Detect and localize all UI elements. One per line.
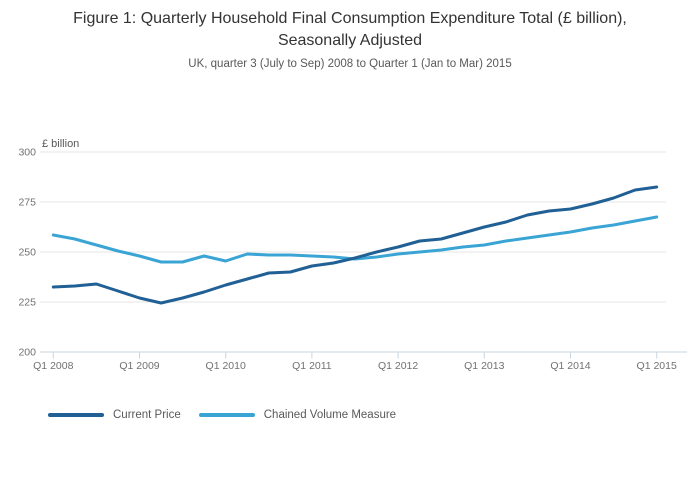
legend-item-chained-volume: Chained Volume Measure [198, 409, 397, 421]
y-axis-tick-label: 200 [18, 347, 36, 359]
x-axis-tick-label: Q1 2014 [550, 360, 590, 372]
x-axis-tick-label: Q1 2015 [637, 360, 677, 372]
chart-title: Figure 1: Quarterly Household Final Cons… [73, 10, 627, 49]
y-axis-tick-label: 225 [18, 297, 36, 309]
chart-legend: Current Price Chained Volume Measure [48, 409, 396, 421]
y-axis-unit-label: £ billion [42, 138, 79, 150]
x-axis-tick-label: Q1 2009 [119, 360, 159, 372]
legend-label-chained-volume: Chained Volume Measure [263, 409, 397, 421]
x-axis-tick-label: Q1 2010 [206, 360, 246, 372]
x-axis-tick-label: Q1 2012 [378, 360, 418, 372]
y-axis-tick-label: 250 [18, 247, 36, 259]
chart-subtitle: UK, quarter 3 (July to Sep) 2008 to Quar… [188, 58, 512, 70]
legend-item-current-price: Current Price [48, 409, 181, 421]
line-chart: 200 225 250 275 300 £ billion Q1 2008 Q1 2009 Q1… [18, 138, 687, 372]
chart-line-current-price [51, 185, 659, 305]
legend-swatch-current-price [48, 413, 104, 417]
chart-line-chained-volume-measure [51, 215, 659, 264]
legend-label-current-price: Current Price [113, 409, 181, 421]
x-axis-tick-label: Q1 2011 [292, 360, 332, 372]
x-axis-tick-label: Q1 2008 [33, 360, 73, 372]
y-axis-tick-label: 300 [18, 147, 36, 159]
y-axis-tick-label: 275 [18, 197, 36, 209]
x-axis-tick-label: Q1 2013 [464, 360, 504, 372]
legend-swatch-chained-volume [198, 413, 255, 417]
